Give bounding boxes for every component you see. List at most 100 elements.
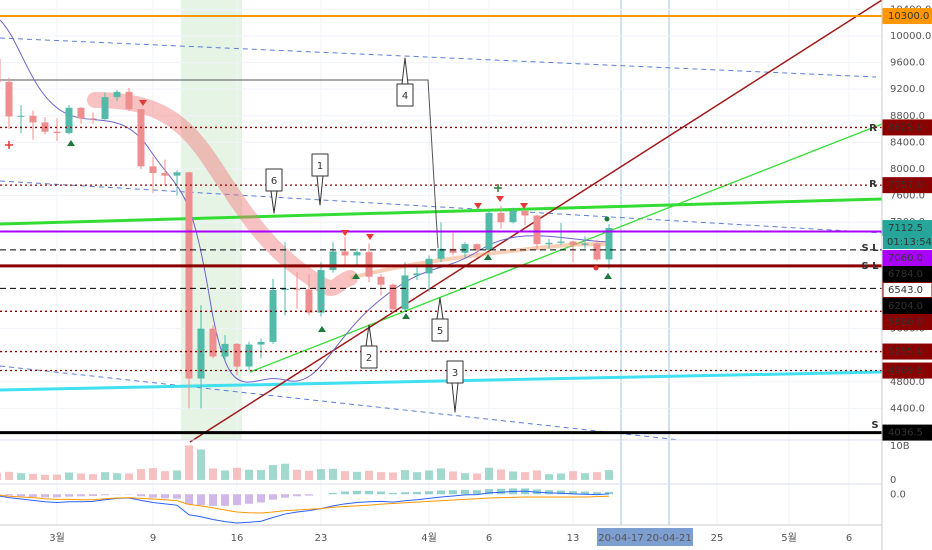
volume-bar bbox=[425, 470, 433, 480]
y-tick-label: 9600.0 bbox=[890, 58, 925, 69]
candle-body bbox=[557, 241, 565, 243]
volume-bar bbox=[209, 468, 217, 480]
x-tick-label: 6 bbox=[486, 533, 492, 544]
macd-histogram bbox=[41, 494, 49, 498]
price-plot bbox=[0, 15, 882, 435]
x-tick-label: 25 bbox=[711, 533, 724, 544]
macd-histogram bbox=[257, 494, 265, 503]
volume-bar bbox=[497, 469, 505, 480]
candle-body bbox=[413, 273, 421, 276]
candle-body bbox=[353, 252, 361, 256]
volume-bar bbox=[593, 472, 601, 480]
macd-histogram bbox=[365, 490, 373, 495]
x-tick-label: 23 bbox=[315, 533, 328, 544]
macd-histogram bbox=[281, 494, 289, 498]
callout-label: 2 bbox=[366, 353, 372, 364]
volume-bar bbox=[185, 445, 193, 480]
price-label-box bbox=[882, 362, 932, 379]
countdown: 01:13:54 bbox=[887, 237, 932, 248]
callout-bubble bbox=[311, 153, 329, 206]
candle-body bbox=[509, 210, 517, 223]
volume-bar bbox=[317, 469, 325, 480]
callout-label: 1 bbox=[317, 161, 323, 172]
candle-body bbox=[137, 109, 145, 167]
volume-bar bbox=[173, 470, 181, 480]
volume-bar bbox=[221, 470, 229, 480]
macd-histogram bbox=[329, 492, 337, 495]
candle-body bbox=[329, 251, 337, 271]
price-label: 6543.0 bbox=[888, 285, 923, 296]
trend-line bbox=[0, 370, 883, 392]
candle-body bbox=[281, 288, 289, 291]
y-tick-label: 9200.0 bbox=[890, 84, 925, 95]
macd-histogram bbox=[65, 494, 73, 497]
volume-bar bbox=[101, 472, 109, 480]
macd-histogram bbox=[245, 494, 253, 504]
trend-line bbox=[0, 180, 883, 234]
price-label: 6204.0 bbox=[888, 301, 923, 312]
macd-tick-label: 0.0 bbox=[890, 489, 906, 500]
trend-line bbox=[0, 79, 439, 249]
ma-ribbon bbox=[87, 92, 358, 296]
volume-bar bbox=[581, 473, 589, 480]
candle-body bbox=[113, 91, 121, 98]
macd-histogram bbox=[341, 491, 349, 495]
volume-bar bbox=[545, 474, 553, 480]
y-tick-label: 7600.0 bbox=[890, 191, 925, 202]
volume-bar bbox=[245, 469, 253, 480]
dot bbox=[593, 265, 599, 271]
candle-body bbox=[569, 241, 577, 245]
y-tick-label: 10000.0 bbox=[890, 31, 931, 42]
x-tick-label: 3월 bbox=[49, 532, 65, 544]
macd-histogram bbox=[209, 494, 217, 506]
level-markers: S L S L R R S bbox=[861, 123, 879, 431]
volume-bar bbox=[161, 471, 169, 480]
candle-body bbox=[377, 276, 385, 285]
price-label-box bbox=[882, 343, 932, 360]
candle-body bbox=[0, 58, 1, 82]
macd-line bbox=[0, 490, 610, 524]
macd-histogram bbox=[233, 494, 241, 506]
candle-body bbox=[185, 172, 193, 379]
volume-bar bbox=[329, 468, 337, 480]
candle-body bbox=[65, 107, 73, 134]
macd-histogram bbox=[497, 488, 505, 495]
candle-body bbox=[605, 228, 613, 260]
macd-histogram bbox=[221, 494, 229, 506]
level-marker: S L bbox=[861, 261, 879, 272]
callout-label: 5 bbox=[437, 326, 443, 337]
signal-cross bbox=[5, 141, 13, 149]
macd-histogram bbox=[557, 490, 565, 495]
macd-histogram bbox=[5, 494, 13, 496]
candle-body bbox=[77, 107, 85, 119]
macd-histogram bbox=[473, 490, 481, 495]
macd-histogram bbox=[293, 494, 301, 497]
volume-bar bbox=[461, 473, 469, 480]
volume-bar bbox=[89, 474, 97, 480]
volume-bar bbox=[149, 468, 157, 480]
macd-histogram bbox=[377, 491, 385, 495]
candle-body bbox=[149, 166, 157, 173]
x-tick-label: 6 bbox=[846, 533, 852, 544]
volume-tick-label: 10B bbox=[890, 441, 910, 452]
candle-body bbox=[545, 242, 553, 245]
callout-label: 3 bbox=[452, 368, 458, 379]
macd-histogram bbox=[545, 490, 553, 495]
candle-body bbox=[497, 212, 505, 223]
candle-body bbox=[221, 343, 229, 357]
price-label: 5860.0 bbox=[888, 317, 923, 328]
volume-bar bbox=[125, 473, 133, 480]
price-label-box bbox=[882, 266, 932, 283]
volume-bar bbox=[257, 470, 265, 480]
volume-bar bbox=[389, 472, 397, 480]
macd-histogram bbox=[0, 494, 1, 495]
price-label-box bbox=[882, 314, 932, 331]
price-label: 5255.0 bbox=[888, 347, 923, 358]
macd-histogram bbox=[53, 494, 61, 498]
y-tick-label: 4400.0 bbox=[890, 403, 925, 414]
volume-bar bbox=[233, 467, 241, 480]
price-label: 7757.0 bbox=[888, 180, 923, 191]
price-label-box bbox=[882, 119, 932, 136]
macd-histogram bbox=[197, 494, 205, 506]
